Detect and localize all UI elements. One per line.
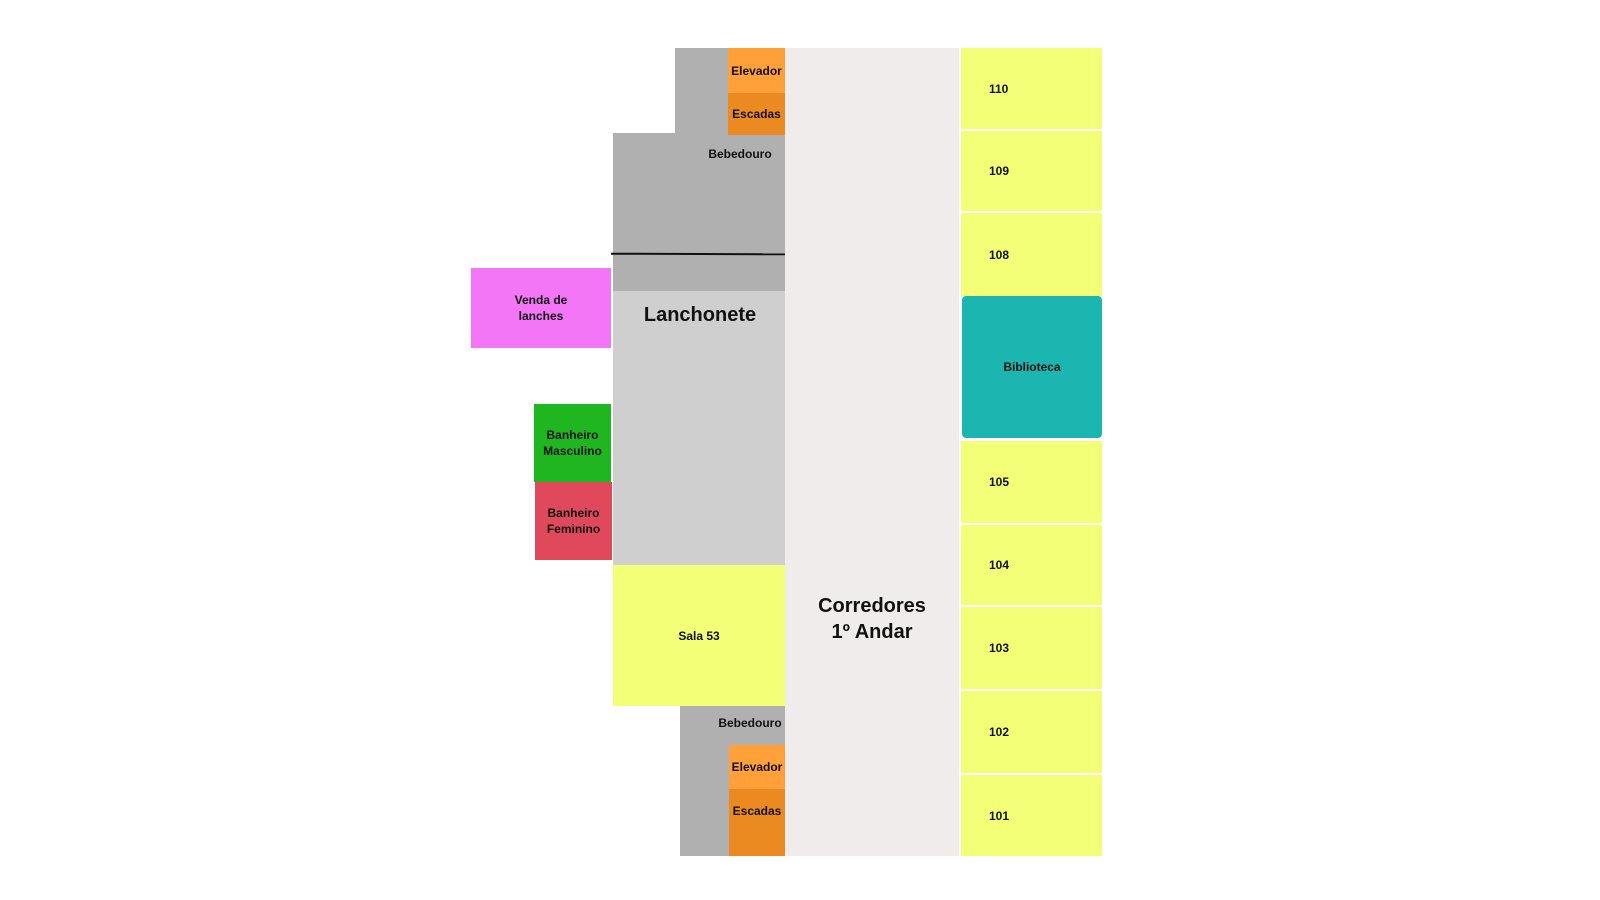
room-103-label: 103 — [989, 641, 1010, 655]
room-102[interactable]: 102 — [961, 691, 1102, 773]
room-108-label: 108 — [989, 247, 1010, 262]
room-108[interactable]: 108 — [961, 213, 1102, 296]
library-label: Biblioteca — [1003, 360, 1061, 374]
room-101-label: 101 — [989, 808, 1010, 823]
water-fountain-area-top — [613, 133, 785, 291]
room-109[interactable]: 109 — [961, 131, 1102, 211]
room-110-label: 110 — [989, 81, 1009, 96]
womens-bathroom[interactable]: Banheiro Feminino — [535, 482, 612, 560]
room-53[interactable]: Sala 53 — [613, 565, 785, 706]
stairs-top-label: Escadas — [732, 107, 781, 121]
stairs-bottom[interactable]: Escadas — [729, 789, 785, 856]
snack-sales-label: Venda de lanches — [514, 293, 568, 323]
room-105-label: 105 — [989, 475, 1010, 489]
room-103[interactable]: 103 — [961, 607, 1102, 689]
womens-bathroom-label: Banheiro Feminino — [546, 506, 601, 536]
corridor-title-line-1: Corredores — [818, 595, 926, 617]
room-109-label: 109 — [989, 164, 1010, 178]
mens-bathroom[interactable]: Banheiro Masculino — [534, 404, 611, 482]
stairs-top[interactable]: Escadas — [728, 93, 785, 135]
room-105[interactable]: 105 — [961, 441, 1102, 523]
elevator-top[interactable]: Elevador — [728, 48, 785, 93]
room-104-label: 104 — [989, 558, 1010, 572]
room-53-label: Sala 53 — [678, 628, 720, 643]
snack-sales[interactable]: Venda de lanches — [471, 268, 611, 348]
cafeteria-label: Lanchonete — [643, 304, 757, 326]
room-102-label: 102 — [989, 725, 1010, 739]
corridor-first-floor — [785, 48, 959, 856]
water-fountain-top-label: Bebedouro — [708, 147, 772, 161]
corridor-title-line-2: 1º Andar — [831, 621, 913, 643]
elevator-bottom-label: Elevador — [731, 760, 783, 774]
elevator-top-label: Elevador — [731, 63, 782, 78]
cafeteria[interactable] — [613, 291, 785, 565]
elevator-bottom[interactable]: Elevador — [729, 745, 785, 789]
water-fountain-bottom-label: Bebedouro — [718, 716, 782, 730]
room-110[interactable]: 110 — [961, 48, 1102, 129]
room-104[interactable]: 104 — [961, 525, 1102, 605]
library[interactable]: Biblioteca — [962, 296, 1102, 438]
room-101[interactable]: 101 — [961, 775, 1102, 856]
mens-bathroom-label: Banheiro Masculino — [543, 428, 602, 458]
stairs-bottom-label: Escadas — [732, 803, 782, 818]
